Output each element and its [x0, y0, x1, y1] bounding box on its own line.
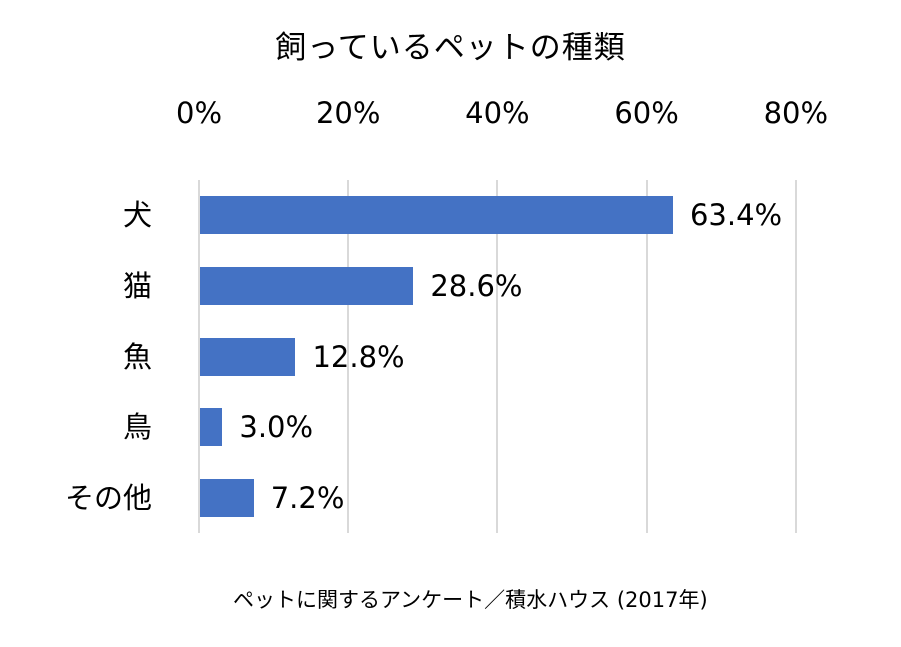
category-label: 猫 — [122, 268, 152, 303]
bar — [200, 337, 296, 376]
gridline — [645, 180, 648, 533]
chart-title: 飼っているペットの種類 — [275, 30, 626, 66]
category-label: その他 — [64, 480, 152, 515]
bar — [200, 408, 223, 447]
value-label: 12.8% — [312, 339, 405, 374]
value-label: 63.4% — [689, 198, 783, 233]
bar — [200, 196, 673, 235]
value-label: 7.2% — [270, 480, 345, 515]
x-axis-tick-label: 40% — [465, 96, 530, 130]
gridline — [794, 180, 797, 533]
value-label: 3.0% — [239, 410, 314, 445]
gridline — [347, 180, 350, 533]
x-axis-tick-label: 80% — [763, 96, 829, 130]
x-axis-tick-label: 20% — [315, 96, 381, 130]
gridline — [496, 180, 499, 533]
x-axis-tick-label: 60% — [614, 96, 679, 130]
bar — [200, 478, 254, 517]
gridline — [198, 180, 200, 533]
source-note: ペットに関するアンケート／積水ハウス (2017年) — [233, 588, 708, 612]
category-label: 魚 — [122, 339, 152, 374]
category-label: 犬 — [122, 198, 152, 233]
bar — [200, 266, 414, 305]
x-axis-tick-label: 0% — [175, 96, 223, 130]
category-label: 鳥 — [122, 410, 152, 445]
value-label: 28.6% — [430, 268, 523, 303]
